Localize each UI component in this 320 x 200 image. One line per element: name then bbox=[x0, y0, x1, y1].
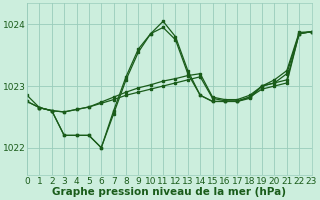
X-axis label: Graphe pression niveau de la mer (hPa): Graphe pression niveau de la mer (hPa) bbox=[52, 187, 286, 197]
